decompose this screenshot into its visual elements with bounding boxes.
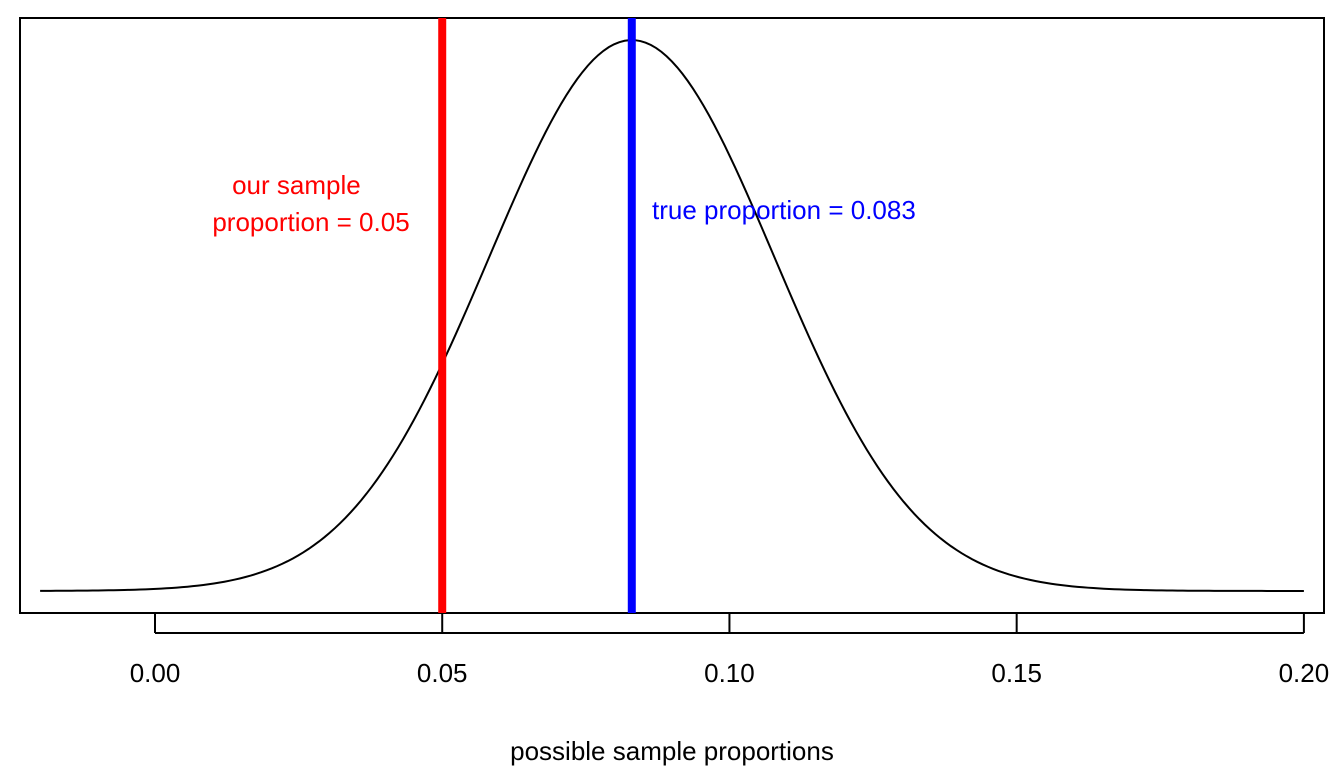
sample-annotation-line-1: our sample <box>232 170 361 200</box>
true-proportion-annotation: true proportion = 0.083 <box>652 195 916 225</box>
x-tick-label: 0.00 <box>130 658 181 688</box>
x-tick-label: 0.10 <box>704 658 755 688</box>
x-tick-label: 0.15 <box>991 658 1042 688</box>
true-annotation-line-1: true proportion = 0.083 <box>652 195 916 225</box>
density-curve <box>40 39 1304 592</box>
sample-annotation-line-2: proportion = 0.05 <box>212 207 409 237</box>
x-tick-label: 0.20 <box>1279 658 1330 688</box>
x-axis: 0.00 0.05 0.10 0.15 0.20 <box>130 613 1330 688</box>
x-tick-label: 0.05 <box>417 658 468 688</box>
sample-proportion-annotation: our sample proportion = 0.05 <box>212 170 409 237</box>
plot-frame <box>19 17 1325 614</box>
x-axis-label: possible sample proportions <box>510 736 834 766</box>
